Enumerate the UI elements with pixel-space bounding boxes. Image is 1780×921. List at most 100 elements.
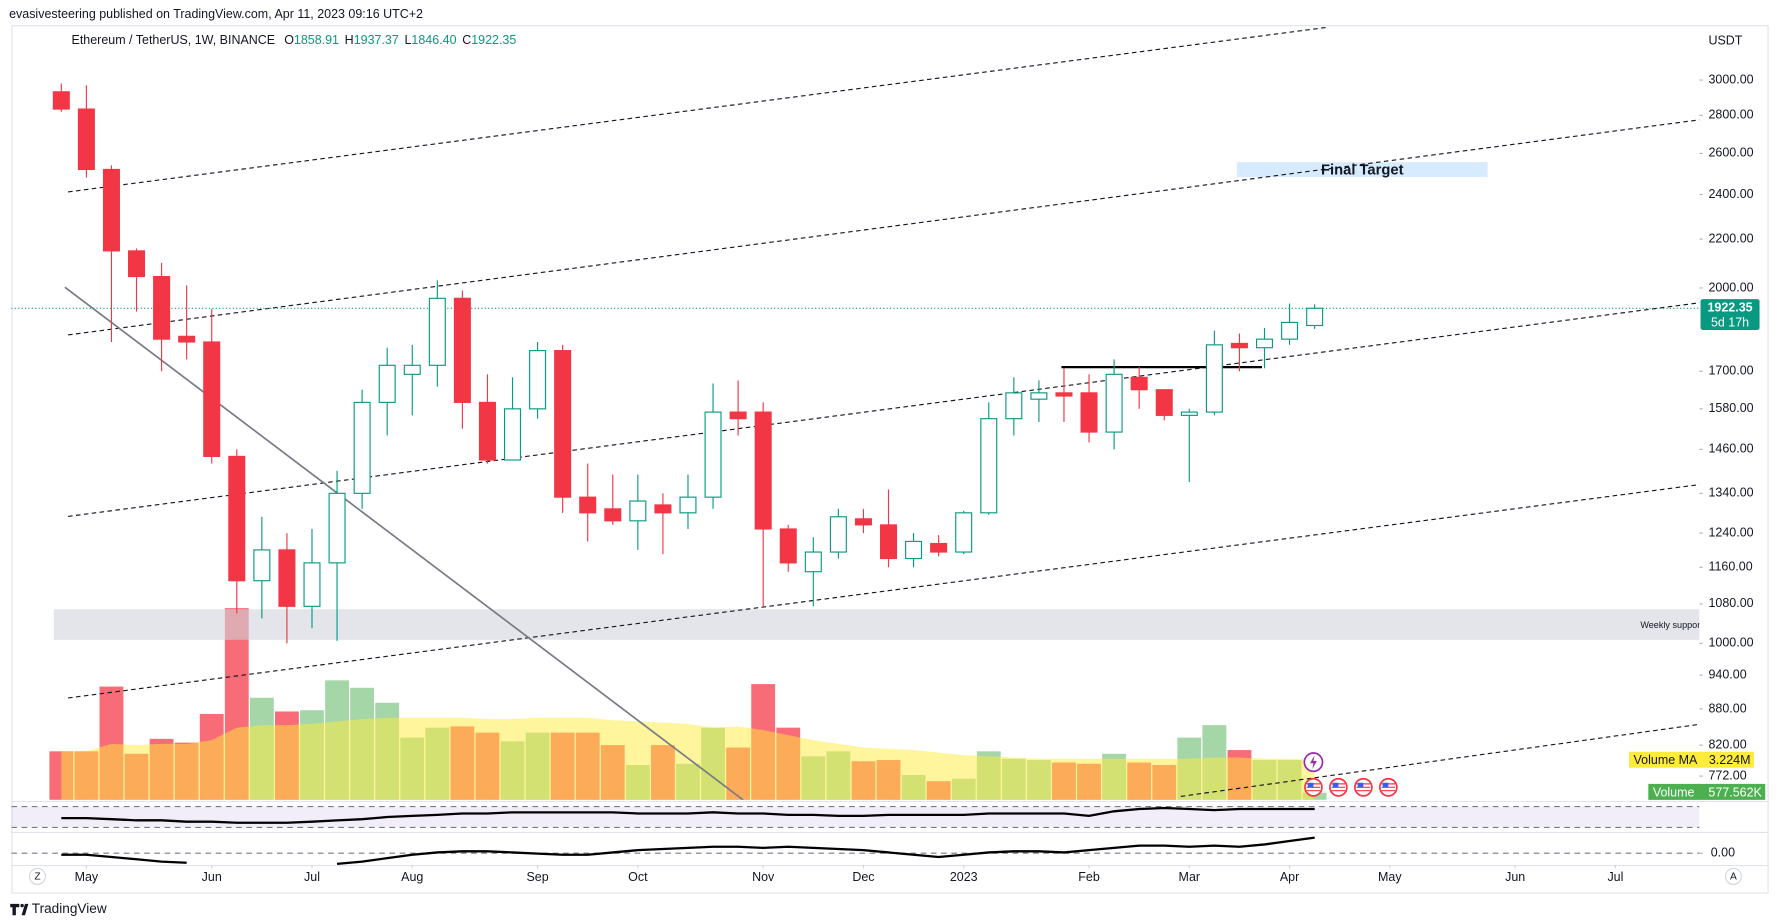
x-tick-label: Jun [1505,870,1525,884]
event-icons[interactable] [1303,752,1398,797]
y-tick-label: 820.00 [1708,737,1746,751]
candle-body [629,500,647,522]
y-tick-label: 2400.00 [1708,187,1753,201]
candle-body [1030,392,1048,400]
volume-ma-legend-box [1629,751,1754,768]
y-tick-label: 1160.00 [1708,560,1752,574]
candle-body [554,350,572,498]
x-tick-label: May [75,870,99,884]
y-tick-label: 940.00 [1708,667,1746,681]
logo-dot [20,903,24,908]
candle-body [579,496,597,514]
candle-body [478,401,496,461]
candle-body [77,108,95,171]
candle-body [1306,307,1324,327]
x-tick-label: Jul [304,870,320,884]
trend-line [64,286,744,800]
x-tick-label: Sep [526,870,548,884]
candle-body [453,297,471,403]
y-tick-label: 880.00 [1708,701,1746,715]
symbol-header: Ethereum / TetherUS, 1W, BINANCE O1858.91… [72,33,517,47]
candle-body [955,512,973,553]
trend-line [68,302,1700,517]
trend-line [68,119,1700,336]
candle-body [504,408,522,461]
candle-body [1180,411,1198,416]
volume-legend-name: Volume [1653,785,1695,799]
candle-body [529,350,547,410]
price-box-value: 1922.35 [1708,301,1753,315]
candle-body [228,455,246,582]
zone [1236,162,1488,178]
candle-body [679,496,697,514]
candle-body [829,516,847,553]
candle-body [854,518,872,526]
ohlc-value: 1858.91 [294,33,339,47]
flag-icons[interactable] [1304,777,1398,797]
lightning-glyph [1310,755,1317,770]
ohlc-value: 1922.35 [471,33,516,47]
candle-body [1080,392,1098,433]
axis-layer: Ethereum / TetherUS, 1W, BINANCE O1858.91… [72,33,1766,884]
price-box-countdown: 5d 17h [1711,315,1749,329]
zone-layer: Final Target Weekly support [53,162,1703,640]
candle-body [1130,376,1148,391]
candle-body [654,504,672,514]
indicator-line [61,836,1315,866]
candle-body [303,562,321,607]
candle-body [905,540,923,560]
candle-layer [52,83,1324,644]
x-tick-label: Dec [852,870,874,884]
auto-button-label[interactable]: A [1730,872,1737,883]
volume-legend-box [1648,783,1766,800]
candle-body [328,492,346,564]
y-tick-label: 1000.00 [1708,636,1753,650]
indicator-line [61,806,1315,824]
author-line: evasivesteering published on TradingView… [9,7,423,21]
candle-body [153,275,171,340]
candle-body [203,341,221,457]
x-tick-label: Mar [1179,870,1200,884]
x-tick-label: Feb [1078,870,1100,884]
candle-body [278,549,296,607]
price-box [1700,299,1760,330]
candle-body [754,411,772,530]
scale-button-label[interactable]: Z [34,872,40,883]
drawing-layer [11,26,1700,800]
x-tick-label: May [1378,870,1402,884]
logo-icon [10,903,29,916]
logo: TradingView [10,901,107,916]
auto-button[interactable] [1724,867,1742,886]
candle-body [604,508,622,522]
indicator-layer [11,806,1700,866]
candle-body [52,91,70,110]
candle-body [1055,392,1073,397]
scale-button[interactable] [28,867,46,886]
x-tick-label: Nov [752,870,775,884]
logo-text: TradingView [32,901,107,916]
candle-body [1230,342,1248,349]
x-tick-label: 2023 [950,870,978,884]
candle-body [930,542,948,553]
ohlc-key: H [345,33,354,47]
ohlc-value: 1937.37 [354,33,399,47]
y-tick-label: 772.00 [1708,768,1746,782]
candle-body [1105,373,1123,433]
ohlc-value: 1846.40 [411,33,456,47]
y-tick-label: 1240.00 [1708,525,1753,539]
candle-body [729,411,747,420]
zone-label: Final Target [1321,163,1404,179]
volume-ma-legend-name: Volume MA [1634,753,1698,767]
y-tick-label: 2000.00 [1708,280,1753,294]
symbol-title: Ethereum / TetherUS, 1W, BINANCE [72,33,276,47]
trend-line [68,484,1700,699]
y-tick-label: 1460.00 [1708,442,1753,456]
y-tick-label: 2600.00 [1708,146,1753,160]
ohlc-key: L [404,33,411,47]
currency-label: USDT [1708,33,1742,47]
candle-body [403,364,421,375]
trend-line [68,26,1328,193]
y-tick-label: 1340.00 [1708,486,1753,500]
x-tick-label: Oct [628,870,648,884]
zone-label: Weekly support [1640,620,1703,630]
